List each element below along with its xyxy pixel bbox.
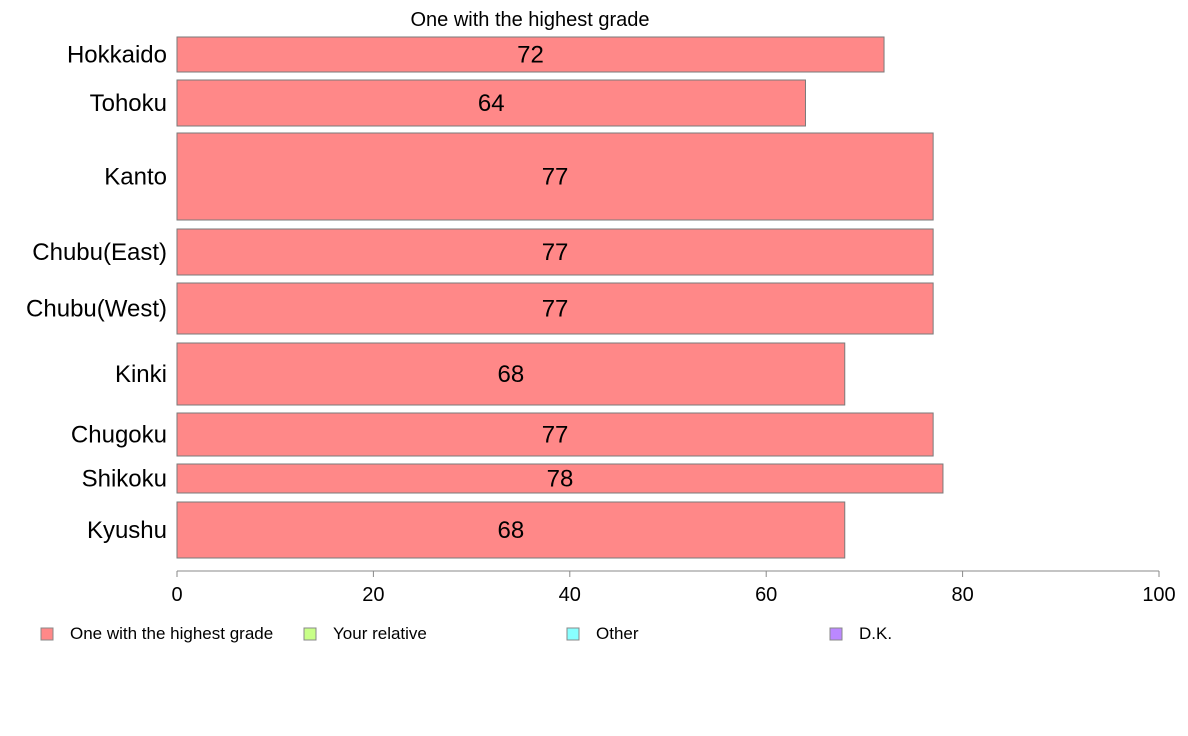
bar: [176, 79, 806, 127]
bar: [176, 342, 846, 406]
category-label: Chugoku: [71, 422, 167, 449]
bar-value-label: 77: [542, 164, 569, 191]
x-tick-label: 100: [1142, 584, 1175, 606]
category-label: Hokkaido: [67, 42, 167, 69]
x-axis: 0 20 40 60 80 100: [171, 570, 1176, 606]
bar: [176, 36, 885, 73]
category-label: Chubu(East): [32, 239, 167, 266]
bar-value-label: 68: [498, 361, 525, 388]
legend-swatch: [566, 627, 580, 641]
x-tick-label: 60: [755, 584, 777, 606]
category-label: Shikoku: [82, 466, 167, 493]
bar-value-label: 77: [542, 422, 569, 449]
x-tick-label: 0: [171, 584, 182, 606]
chart-title: One with the highest grade: [410, 9, 649, 31]
legend-label: One with the highest grade: [70, 624, 273, 643]
bar: [176, 132, 934, 221]
x-tick-label: 20: [362, 584, 384, 606]
bar-value-label: 72: [517, 42, 544, 69]
category-label: Tohoku: [90, 90, 167, 117]
category-label: Chubu(West): [26, 296, 167, 323]
legend-swatch: [303, 627, 317, 641]
bar: [176, 463, 944, 494]
legend: One with the highest grade Your relative O…: [40, 624, 892, 643]
bar-value-label: 77: [542, 239, 569, 266]
category-label: Kinki: [115, 361, 167, 388]
legend-swatch: [829, 627, 843, 641]
bar-value-label: 68: [498, 517, 525, 544]
legend-label: Other: [596, 624, 639, 643]
bar: [176, 282, 934, 335]
legend-swatch: [40, 627, 54, 641]
legend-label: Your relative: [333, 624, 427, 643]
bar-value-label: 77: [542, 296, 569, 323]
category-label: Kyushu: [87, 517, 167, 544]
bar-value-label: 64: [478, 90, 505, 117]
x-tick-label: 80: [951, 584, 973, 606]
category-label: Kanto: [104, 164, 167, 191]
bars-group: Hokkaido 72 Tohoku 64 Kanto 77 Chubu(East) 77 Ch…: [26, 36, 944, 559]
bar: [176, 412, 934, 457]
bar-value-label: 78: [547, 466, 574, 493]
bar: [176, 228, 934, 276]
bar: [176, 501, 846, 559]
legend-label: D.K.: [859, 624, 892, 643]
x-tick-label: 40: [559, 584, 581, 606]
